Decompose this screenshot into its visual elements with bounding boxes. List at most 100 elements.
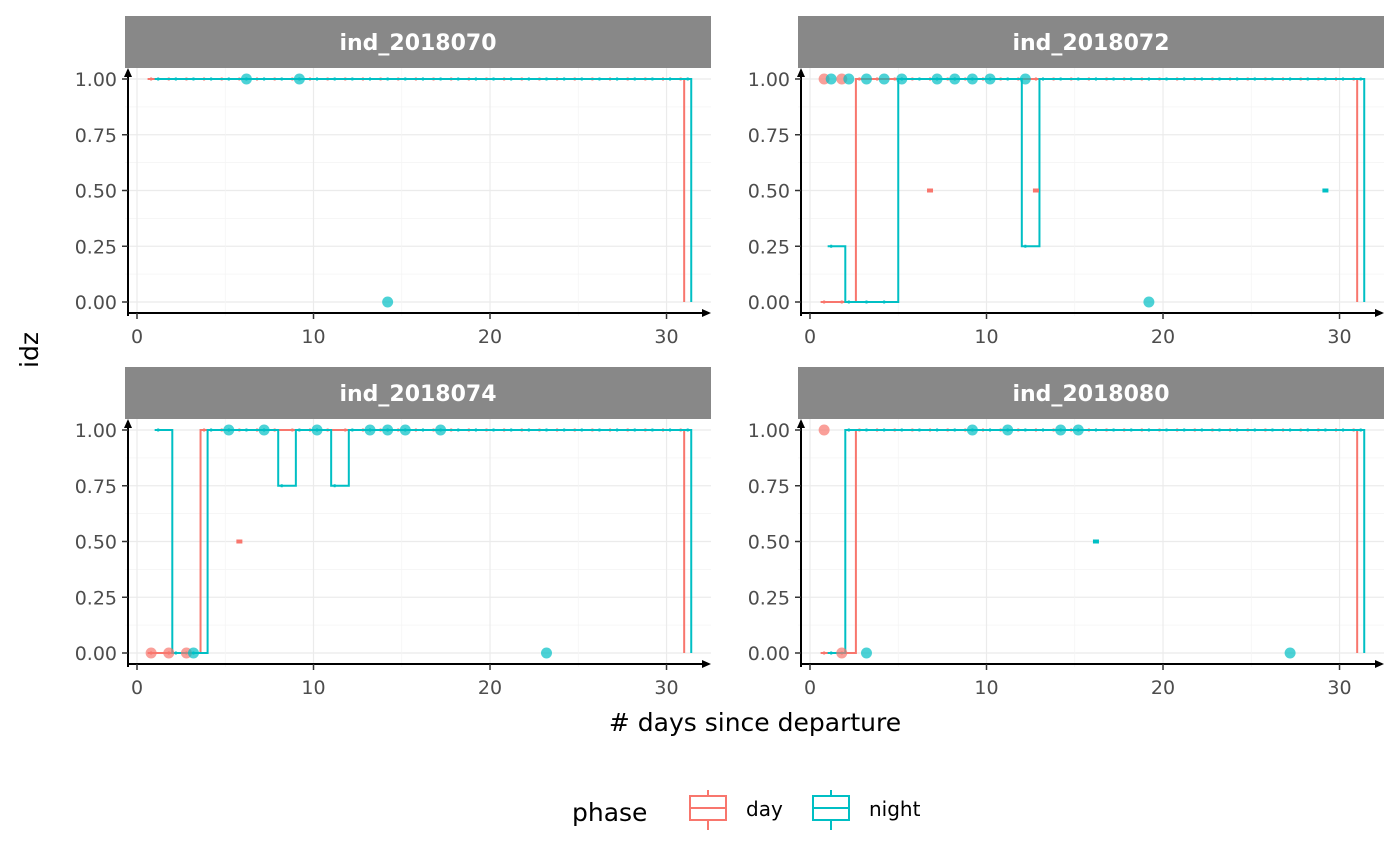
x-tick-label: 20: [478, 677, 502, 699]
facet-strip-label: ind_2018074: [339, 382, 496, 407]
facet-strip: [798, 367, 1384, 419]
outlier-point: [860, 73, 872, 85]
y-tick-label: 0.25: [748, 587, 790, 609]
x-tick-label: 20: [1151, 677, 1175, 699]
y-tick-label: 0.50: [75, 181, 117, 203]
y-tick-label: 1.00: [75, 69, 117, 91]
outlier-point: [145, 647, 157, 659]
night-series-boxes: [827, 429, 1366, 654]
x-tick-label: 0: [131, 326, 143, 348]
x-tick-label: 30: [654, 677, 678, 699]
y-tick-label: 0.75: [75, 125, 117, 147]
legend-key-night: night: [812, 790, 921, 830]
y-tick-label: 0.25: [75, 587, 117, 609]
outlier-point: [896, 73, 908, 85]
x-tick-label: 0: [804, 326, 816, 348]
outlier-point: [836, 647, 848, 659]
median-mark: [1032, 188, 1039, 193]
y-axis-arrow: [124, 419, 132, 428]
x-tick-label: 20: [1151, 326, 1175, 348]
x-axis-title: # days since departure: [609, 708, 901, 737]
facet-strip: [125, 367, 711, 419]
legend-keys: day night: [689, 790, 921, 830]
x-axis-arrow: [1375, 309, 1384, 317]
y-tick-label: 1.00: [748, 69, 790, 91]
facet-panel: ind_2018080 0.00 0.25 0.50 0.75 1.00 0 10 20 30: [748, 367, 1384, 699]
y-tick-label: 0.00: [748, 292, 790, 314]
median-mark: [236, 539, 243, 544]
y-tick-label: 0.50: [748, 181, 790, 203]
outlier-point: [293, 73, 305, 85]
outlier-point: [984, 73, 996, 85]
median-mark: [1092, 539, 1099, 544]
outlier-point: [163, 647, 175, 659]
y-axis-arrow: [797, 419, 805, 428]
outlier-point: [223, 424, 235, 436]
x-tick-label: 10: [301, 326, 325, 348]
outlier-point: [540, 647, 552, 659]
x-axis-arrow: [1375, 660, 1384, 668]
facet-strip-label: ind_2018070: [339, 31, 496, 56]
x-tick-label: 30: [1327, 677, 1351, 699]
x-tick-label: 10: [974, 677, 998, 699]
y-tick-label: 0.50: [748, 532, 790, 554]
outlier-point: [240, 73, 252, 85]
outlier-point: [1284, 647, 1296, 659]
outlier-point: [949, 73, 961, 85]
outlier-point: [1002, 424, 1014, 436]
x-tick-label: 10: [974, 326, 998, 348]
outlier-point: [382, 424, 394, 436]
y-tick-label: 0.50: [75, 532, 117, 554]
facet-strip-label: ind_2018072: [1012, 31, 1169, 56]
facet-panel: ind_2018070 0.00 0.25 0.50 0.75 1.00 0 10 20 30: [75, 16, 711, 348]
x-axis-arrow: [702, 309, 711, 317]
outlier-point: [860, 647, 872, 659]
legend-label: day: [746, 797, 783, 821]
outlier-point: [258, 424, 270, 436]
outlier-point: [878, 73, 890, 85]
x-tick-label: 30: [1327, 326, 1351, 348]
outlier-point: [931, 73, 943, 85]
facet-panel: ind_2018074 0.00 0.25 0.50 0.75 1.00 0 10 20 30: [75, 367, 711, 699]
outlier-point: [825, 73, 837, 85]
y-tick-label: 0.00: [748, 643, 790, 665]
y-tick-label: 0.00: [75, 643, 117, 665]
legend-label: night: [869, 797, 921, 821]
facet-strip: [798, 16, 1384, 68]
x-axis-arrow: [702, 660, 711, 668]
y-tick-label: 0.75: [75, 476, 117, 498]
outlier-point: [311, 424, 323, 436]
outlier-point: [187, 647, 199, 659]
outlier-point: [818, 424, 830, 436]
y-tick-label: 0.75: [748, 476, 790, 498]
outlier-point: [1072, 424, 1084, 436]
x-tick-label: 0: [804, 677, 816, 699]
outlier-point: [382, 296, 394, 308]
y-tick-label: 0.75: [748, 125, 790, 147]
outlier-point: [966, 73, 978, 85]
y-tick-label: 0.25: [75, 236, 117, 258]
outlier-point: [364, 424, 376, 436]
median-mark: [1322, 188, 1329, 193]
median-mark: [927, 188, 934, 193]
y-tick-label: 1.00: [75, 420, 117, 442]
legend: phase day night: [572, 790, 921, 830]
facet-strip: [125, 16, 711, 68]
facet-panel: ind_2018072 0.00 0.25 0.50 0.75 1.00 0 10 20 30: [748, 16, 1384, 348]
x-tick-label: 0: [131, 677, 143, 699]
y-axis-title: idz: [15, 332, 44, 368]
outlier-point: [1055, 424, 1067, 436]
y-tick-label: 0.25: [748, 236, 790, 258]
outlier-point: [399, 424, 411, 436]
outlier-point: [1143, 296, 1155, 308]
y-axis-arrow: [797, 68, 805, 77]
outlier-point: [1019, 73, 1031, 85]
facet-strip-label: ind_2018080: [1012, 382, 1169, 407]
outlier-point: [843, 73, 855, 85]
outlier-point: [435, 424, 447, 436]
legend-key-day: day: [689, 790, 783, 830]
x-tick-label: 20: [478, 326, 502, 348]
y-tick-label: 0.00: [75, 292, 117, 314]
